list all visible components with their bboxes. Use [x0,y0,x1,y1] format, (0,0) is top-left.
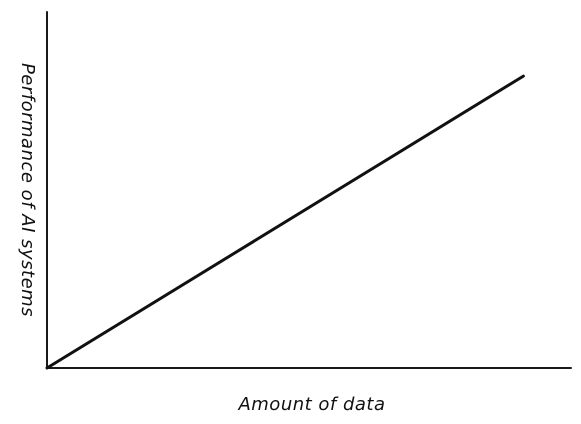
y-axis-label: Performance of AI systems [17,63,38,317]
series-line [45,74,525,370]
x-axis-label: Amount of data [237,394,385,415]
